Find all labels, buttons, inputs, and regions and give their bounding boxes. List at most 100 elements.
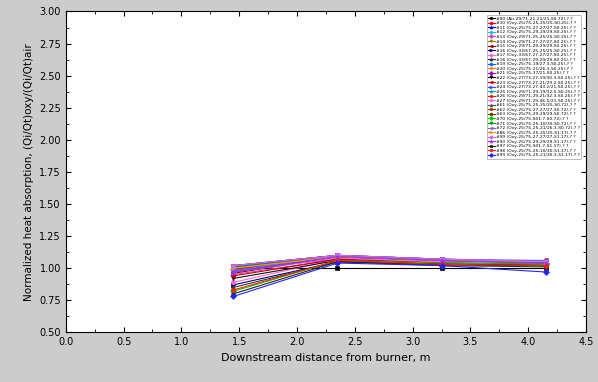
#71 (Oxy-25/75-25-10/30-S0.72)-? ?	[230, 266, 237, 270]
#72 (Oxy-25/75-25-21/26.3-S0.72)-? ?	[438, 257, 445, 261]
#71 (Oxy-25/75-25-10/30-S0.72)-? ?	[438, 258, 445, 263]
#71 (Oxy-25/75-25-10/30-S0.72)-? ?	[542, 259, 549, 264]
Line: #23 (Oxy-27/73-27-21/29.2-S0.25)-? ?: #23 (Oxy-27/73-27-21/29.2-S0.25)-? ?	[231, 257, 548, 278]
#90 (Oxy-25/75-29-29/29-S1.17)-? ?	[334, 254, 341, 259]
#90 (Oxy-25/75-29-29/29-S1.17)-? ?	[438, 258, 445, 263]
#70 (Oxy-25/75-S01.7-S0.72)-? ?	[230, 289, 237, 293]
#14 (Oxy-29/71-27-27/27-S0.25)-? ?	[438, 257, 445, 261]
#17 (Oxy-33/67-27-27/27-S0.25)-? ?	[438, 261, 445, 265]
#63 (Oxy-25/75-29-29/29-S0.72)-? ?	[438, 258, 445, 263]
#98 (Oxy-25/75-25-10/30-S1.17)-? ?	[334, 258, 341, 263]
#16 (Oxy-33/67-25-25/25-S0.25)-? ?	[334, 259, 341, 264]
Line: #26 (Oxy-29/71-29-21/32.3-S0.25)-? ?: #26 (Oxy-29/71-29-21/32.3-S0.25)-? ?	[231, 254, 548, 272]
#00 (Air-29/71-21-21/21-S0.72)-? ?	[230, 266, 237, 270]
#16 (Oxy-33/67-25-25/25-S0.25)-? ?	[230, 283, 237, 287]
#00 (Air-29/71-21-21/21-S0.72)-? ?	[438, 266, 445, 270]
#00 (Air-29/71-21-21/21-S0.72)-? ?	[334, 266, 341, 270]
Line: #22 (Oxy-27/73-27-19/30.3-S0.25)-? ?: #22 (Oxy-27/73-27-19/30.3-S0.25)-? ?	[231, 258, 548, 280]
Line: #99 (Oxy-25/75-27-27/27-S1.17)-? ?: #99 (Oxy-25/75-27-27/27-S1.17)-? ?	[231, 253, 548, 268]
#99 (Oxy-25/75-27-27/27-S1.17)-? ?	[230, 263, 237, 268]
#16 (Oxy-33/67-25-25/25-S0.25)-? ?	[438, 262, 445, 267]
#90 (Oxy-25/75-29-29/29-S1.17)-? ?	[230, 270, 237, 274]
#18 (Oxy-33/67-29-29/29-S0.25)-? ?	[334, 259, 341, 264]
#70 (Oxy-25/75-S01.7-S0.72)-? ?	[334, 258, 341, 263]
#26 (Oxy-29/71-29-21/32.3-S0.25)-? ?	[542, 261, 549, 265]
#70 (Oxy-25/75-S01.7-S0.72)-? ?	[438, 261, 445, 265]
#18 (Oxy-33/67-29-29/29-S0.25)-? ?	[230, 285, 237, 290]
#13 (Oxy-29/71-25-25/25-S0.25)-? ?	[230, 272, 237, 277]
#72 (Oxy-25/75-25-21/26.3-S0.72)-? ?	[334, 253, 341, 257]
#22 (Oxy-27/73-27-19/30.3-S0.25)-? ?	[230, 276, 237, 281]
#24 (Oxy-27/73-27-43.2/21-S0.25)-? ?	[334, 254, 341, 259]
#63 (Oxy-25/75-29-29/29-S0.72)-? ?	[542, 261, 549, 265]
#23 (Oxy-27/73-27-21/29.2-S0.25)-? ?	[230, 274, 237, 278]
#20 (Oxy-25/75-21/26.3-S0.25)-? ?	[438, 259, 445, 264]
#99 (Oxy-25/75-25-21/26.3-S1.17)-? ?	[334, 261, 341, 265]
#00 (Air-29/71-21-21/21-S0.72)-? ?	[542, 266, 549, 270]
#86 (Oxy-25/75-25-25/25-S1.17)-? ?	[542, 259, 549, 264]
#24 (Oxy-27/73-27-43.2/21-S0.25)-? ?	[542, 259, 549, 264]
#25 (Oxy-29/71-29-19/32.5-S0.25)-? ?	[230, 270, 237, 274]
Line: #27 (Oxy-29/71-29-46.5/21-S0.25)-? ?: #27 (Oxy-29/71-29-46.5/21-S0.25)-? ?	[231, 256, 548, 274]
#98 (Oxy-25/75-25-10/30-S1.17)-? ?	[230, 288, 237, 292]
Line: #99 (Oxy-25/75-25-21/26.3-S1.17)-? ?: #99 (Oxy-25/75-25-21/26.3-S1.17)-? ?	[231, 261, 548, 298]
#72 (Oxy-25/75-25-21/26.3-S0.72)-? ?	[230, 269, 237, 273]
Line: #62 (Oxy-25/75-27-27/27-S0.72)-? ?: #62 (Oxy-25/75-27-27/27-S0.72)-? ?	[231, 253, 548, 268]
Line: #13 (Oxy-29/71-25-25/25-S0.25)-? ?: #13 (Oxy-29/71-25-25/25-S0.25)-? ?	[231, 257, 548, 277]
#27 (Oxy-29/71-29-46.5/21-S0.25)-? ?	[334, 256, 341, 260]
#23 (Oxy-27/73-27-21/29.2-S0.25)-? ?	[542, 262, 549, 267]
Line: #15 (Oxy-29/71-29-29/29-S0.25)-? ?: #15 (Oxy-29/71-29-29/29-S0.25)-? ?	[231, 254, 548, 275]
#61 (Oxy-25/75-25-25/25-S0.72)-? ?	[542, 259, 549, 264]
#15 (Oxy-29/71-29-29/29-S0.25)-? ?	[438, 258, 445, 263]
Line: #19 (Oxy-25/75-19/27.3-S0.25)-? ?: #19 (Oxy-25/75-19/27.3-S0.25)-? ?	[231, 254, 548, 269]
#17 (Oxy-33/67-27-27/27-S0.25)-? ?	[542, 262, 549, 267]
Line: #86 (Oxy-25/75-25-25/25-S1.17)-? ?: #86 (Oxy-25/75-25-25/25-S1.17)-? ?	[231, 254, 548, 270]
#61 (Oxy-25/75-25-25/25-S0.72)-? ?	[230, 266, 237, 270]
Line: #90 (Oxy-25/75-29-29/29-S1.17)-? ?: #90 (Oxy-25/75-29-29/29-S1.17)-? ?	[231, 254, 548, 274]
#71 (Oxy-25/75-25-10/30-S0.72)-? ?	[334, 254, 341, 259]
#63 (Oxy-25/75-29-29/29-S0.72)-? ?	[230, 270, 237, 274]
#14 (Oxy-29/71-27-27/27-S0.25)-? ?	[542, 259, 549, 264]
#99 (Oxy-25/75-25-21/26.3-S1.17)-? ?	[230, 294, 237, 299]
Line: #63 (Oxy-25/75-29-29/29-S0.72)-? ?: #63 (Oxy-25/75-29-29/29-S0.72)-? ?	[231, 254, 548, 274]
Line: #16 (Oxy-33/67-25-25/25-S0.25)-? ?: #16 (Oxy-33/67-25-25/25-S0.25)-? ?	[231, 260, 548, 287]
#97 (Oxy-25/75-S01.7-S1.17)-? ?	[542, 263, 549, 268]
#15 (Oxy-29/71-29-29/29-S0.25)-? ?	[230, 271, 237, 275]
#26 (Oxy-29/71-29-21/32.3-S0.25)-? ?	[230, 267, 237, 272]
Line: #61 (Oxy-25/75-25-25/25-S0.72)-? ?: #61 (Oxy-25/75-25-25/25-S0.72)-? ?	[231, 254, 548, 270]
#13 (Oxy-29/71-25-25/25-S0.25)-? ?	[438, 261, 445, 265]
Line: #97 (Oxy-25/75-S01.7-S1.17)-? ?: #97 (Oxy-25/75-S01.7-S1.17)-? ?	[231, 260, 548, 296]
#99 (Oxy-25/75-25-21/26.3-S1.17)-? ?	[542, 270, 549, 274]
#11 (Oxy-25/75-27-27/27-S0.25)-? ?	[230, 263, 237, 268]
#62 (Oxy-25/75-27-27/27-S0.72)-? ?	[438, 257, 445, 261]
#98 (Oxy-25/75-25-10/30-S1.17)-? ?	[438, 262, 445, 267]
#17 (Oxy-33/67-27-27/27-S0.25)-? ?	[334, 257, 341, 261]
Line: #10 (Oxy-25/75-25-25/25-S0.25)-? ?: #10 (Oxy-25/75-25-25/25-S0.25)-? ?	[231, 256, 548, 270]
#20 (Oxy-25/75-21/26.3-S0.25)-? ?	[334, 256, 341, 260]
#20 (Oxy-25/75-21/26.3-S0.25)-? ?	[230, 266, 237, 270]
#97 (Oxy-25/75-S01.7-S1.17)-? ?	[334, 259, 341, 264]
#18 (Oxy-33/67-29-29/29-S0.25)-? ?	[438, 263, 445, 268]
Line: #72 (Oxy-25/75-25-21/26.3-S0.72)-? ?: #72 (Oxy-25/75-25-21/26.3-S0.72)-? ?	[231, 253, 548, 273]
Line: #17 (Oxy-33/67-27-27/27-S0.25)-? ?: #17 (Oxy-33/67-27-27/27-S0.25)-? ?	[231, 257, 548, 284]
#22 (Oxy-27/73-27-19/30.3-S0.25)-? ?	[334, 258, 341, 263]
Line: #98 (Oxy-25/75-25-10/30-S1.17)-? ?: #98 (Oxy-25/75-25-10/30-S1.17)-? ?	[231, 258, 548, 292]
#13 (Oxy-29/71-25-25/25-S0.25)-? ?	[334, 257, 341, 261]
#99 (Oxy-25/75-27-27/27-S1.17)-? ?	[438, 257, 445, 261]
#12 (Oxy-25/75-29-29/29-S0.25)-? ?	[334, 254, 341, 259]
#11 (Oxy-25/75-27-27/27-S0.25)-? ?	[438, 257, 445, 261]
#99 (Oxy-25/75-27-27/27-S1.17)-? ?	[542, 259, 549, 264]
#21 (Oxy-25/75-37/21-S0.25)-? ?	[230, 267, 237, 272]
#12 (Oxy-25/75-29-29/29-S0.25)-? ?	[542, 261, 549, 265]
#26 (Oxy-29/71-29-21/32.3-S0.25)-? ?	[334, 254, 341, 259]
#14 (Oxy-29/71-27-27/27-S0.25)-? ?	[334, 253, 341, 257]
#62 (Oxy-25/75-27-27/27-S0.72)-? ?	[542, 259, 549, 264]
#21 (Oxy-25/75-37/21-S0.25)-? ?	[334, 257, 341, 261]
#12 (Oxy-25/75-29-29/29-S0.25)-? ?	[438, 258, 445, 263]
#97 (Oxy-25/75-S01.7-S1.17)-? ?	[438, 262, 445, 267]
#62 (Oxy-25/75-27-27/27-S0.72)-? ?	[230, 263, 237, 268]
#62 (Oxy-25/75-27-27/27-S0.72)-? ?	[334, 253, 341, 257]
Line: #25 (Oxy-29/71-29-19/32.5-S0.25)-? ?: #25 (Oxy-29/71-29-19/32.5-S0.25)-? ?	[231, 254, 548, 274]
#61 (Oxy-25/75-25-25/25-S0.72)-? ?	[438, 258, 445, 263]
#97 (Oxy-25/75-S01.7-S1.17)-? ?	[230, 291, 237, 296]
